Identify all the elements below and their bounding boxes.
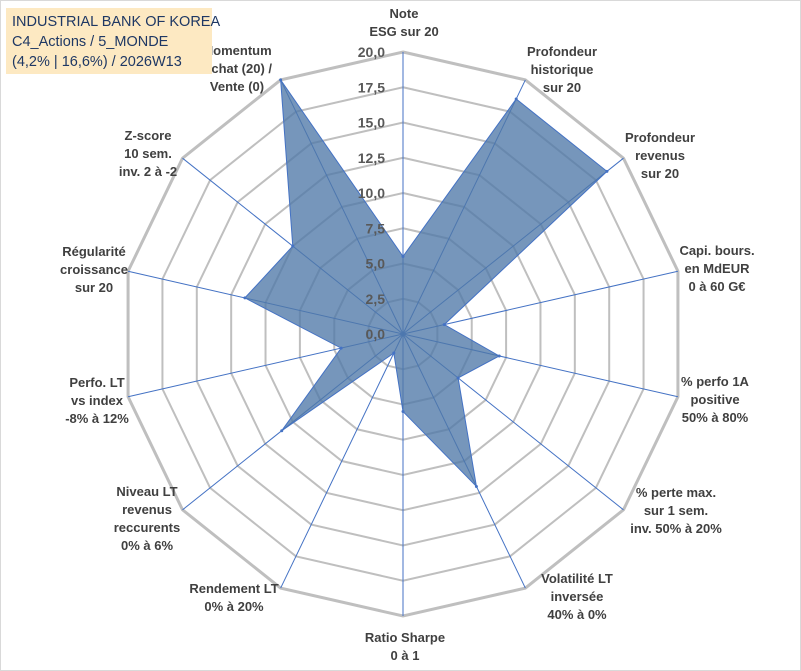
series-point <box>474 484 478 488</box>
series-point <box>279 78 283 82</box>
tick-label: 12,5 <box>358 150 385 166</box>
tick-label: 0,0 <box>366 326 386 342</box>
axis-label: Momentum Achat (20) / Vente (0) <box>202 43 272 94</box>
axis-label: Profondeur historique sur 20 <box>527 44 597 95</box>
axis-label: Z-score 10 sem. inv. 2 à -2 <box>119 128 177 179</box>
series-point <box>514 97 518 101</box>
axis-label: % perfo 1A positive 50% à 80% <box>681 374 750 425</box>
series-point <box>456 376 460 380</box>
series-point <box>401 254 405 258</box>
axis-label: Régularité croissance sur 20 <box>60 244 128 295</box>
series-area <box>244 78 608 488</box>
axis-label: Volatilité LT inversée 40% à 0% <box>541 571 613 622</box>
chart-title-line-2: C4_Actions / 5_MONDE <box>12 34 169 50</box>
chart-title-box: INDUSTRIAL BANK OF KOREA C4_Actions / 5_… <box>6 8 221 74</box>
axis-label: Ratio Sharpe 0 à 1 <box>365 630 445 663</box>
radar-series <box>243 78 609 488</box>
axis-spoke <box>402 270 679 335</box>
series-point <box>243 296 247 300</box>
series-point <box>605 169 609 173</box>
tick-label: 15,0 <box>358 115 385 131</box>
series-point <box>339 346 343 350</box>
axis-label: Rendement LT 0% à 20% <box>189 581 278 614</box>
series-point <box>401 410 405 414</box>
radial-tick-labels: 0,0 2,5 5,0 7,5 10,0 12,5 15,0 17,5 20,0 <box>358 44 385 342</box>
series-point <box>280 429 284 433</box>
tick-label: 5,0 <box>366 256 386 272</box>
axis-spoke <box>280 333 404 589</box>
tick-label: 10,0 <box>358 185 385 201</box>
series-point <box>497 354 501 358</box>
tick-label: 7,5 <box>366 220 386 236</box>
chart-title-line-3: (4,2% | 16,6%) / 2026W13 <box>12 54 182 70</box>
series-point <box>392 351 396 355</box>
axis-label: % perte max. sur 1 sem. inv. 50% à 20% <box>630 485 722 536</box>
axis-label: Profondeur revenus sur 20 <box>625 130 695 181</box>
tick-label: 2,5 <box>366 291 386 307</box>
chart-title-line-1: INDUSTRIAL BANK OF KOREA <box>12 14 221 30</box>
series-point <box>442 323 446 327</box>
axis-label: Capi. bours. en MdEUR 0 à 60 G€ <box>679 243 754 294</box>
axis-label: Niveau LT revenus reccurents 0% à 6% <box>114 484 180 553</box>
tick-label: 20,0 <box>358 44 385 60</box>
tick-label: 17,5 <box>358 79 385 95</box>
series-point <box>291 244 295 248</box>
axis-label: Perfo. LT vs index -8% à 12% <box>65 375 129 426</box>
axis-label: Note ESG sur 20 <box>369 6 438 39</box>
axis-labels: Note ESG sur 20 Profondeur historique sur 20… <box>60 6 755 663</box>
